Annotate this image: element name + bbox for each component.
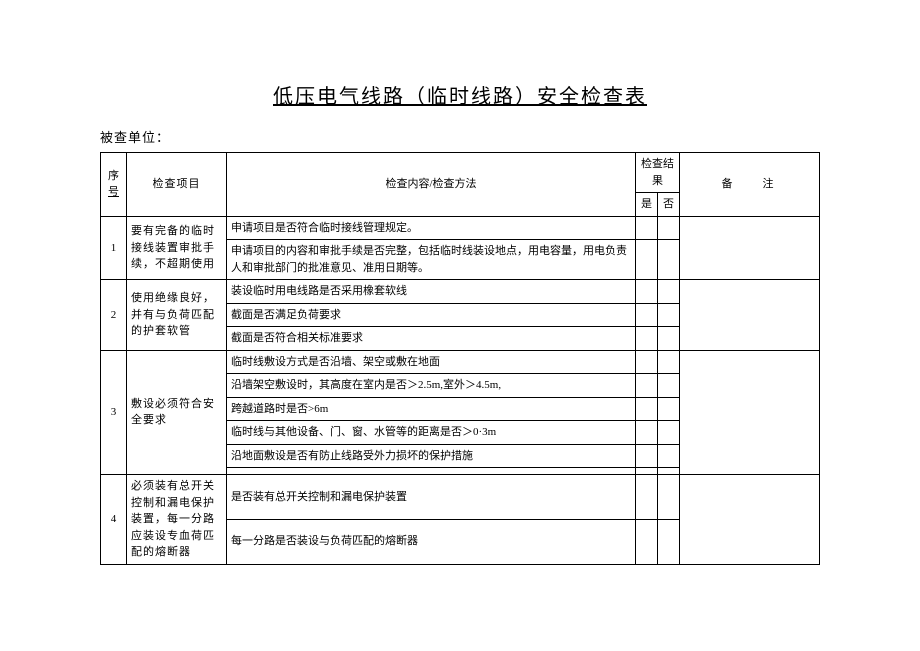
yes-cell <box>636 421 658 445</box>
document-title: 低压电气线路（临时线路）安全检查表 <box>100 80 820 109</box>
header-result: 检查结果 <box>636 153 680 193</box>
no-cell <box>658 421 680 445</box>
remark-cell <box>680 216 820 280</box>
yes-cell <box>636 444 658 468</box>
seq-cell: 2 <box>101 280 127 351</box>
header-seq: 序号 <box>101 153 127 217</box>
item-cell: 敷设必须符合安全要求 <box>127 350 227 475</box>
header-row-1: 序号 检查项目 检查内容/检查方法 检查结果 备注 <box>101 153 820 193</box>
yes-cell <box>636 240 658 280</box>
no-cell <box>658 327 680 351</box>
yes-cell <box>636 280 658 304</box>
table-row: 1 要有完备的临时接线装置审批手续，不超期使用 申请项目是否符合临时接线管理规定… <box>101 216 820 240</box>
no-cell <box>658 216 680 240</box>
remark-cell <box>680 350 820 475</box>
content-cell: 每一分路是否装设与负荷匹配的熔断器 <box>227 519 636 564</box>
no-cell <box>658 280 680 304</box>
yes-cell <box>636 475 658 520</box>
yes-cell <box>636 327 658 351</box>
seq-cell: 3 <box>101 350 127 475</box>
item-cell: 使用绝缘良好，并有与负荷匹配的护套软管 <box>127 280 227 351</box>
yes-cell <box>636 216 658 240</box>
yes-cell <box>636 519 658 564</box>
content-cell <box>227 468 636 475</box>
table-row: 4 必须装有总开关控制和漏电保护装置，每一分路应装设专血荷匹配的熔断器 是否装有… <box>101 475 820 520</box>
content-cell: 临时线与其他设备、门、窗、水管等的距离是否＞0·3m <box>227 421 636 445</box>
seq-cell: 4 <box>101 475 127 565</box>
header-remark: 备注 <box>680 153 820 217</box>
item-cell: 必须装有总开关控制和漏电保护装置，每一分路应装设专血荷匹配的熔断器 <box>127 475 227 565</box>
no-cell <box>658 468 680 475</box>
inspection-table: 序号 检查项目 检查内容/检查方法 检查结果 备注 是 否 1 要有完备的临时接… <box>100 152 820 565</box>
no-cell <box>658 303 680 327</box>
content-cell: 沿墙架空敷设时，其高度在室内是否＞2.5m,室外＞4.5m, <box>227 374 636 398</box>
no-cell <box>658 350 680 374</box>
header-item: 检查项目 <box>127 153 227 217</box>
no-cell <box>658 240 680 280</box>
no-cell <box>658 475 680 520</box>
content-cell: 截面是否符合相关标准要求 <box>227 327 636 351</box>
content-cell: 截面是否满足负荷要求 <box>227 303 636 327</box>
header-content: 检查内容/检查方法 <box>227 153 636 217</box>
no-cell <box>658 444 680 468</box>
content-cell: 跨越道路时是否>6m <box>227 397 636 421</box>
remark-cell <box>680 475 820 565</box>
no-cell <box>658 374 680 398</box>
content-cell: 申请项目是否符合临时接线管理规定。 <box>227 216 636 240</box>
header-no: 否 <box>658 193 680 217</box>
remark-cell <box>680 280 820 351</box>
subtitle-unit: 被查单位： <box>100 127 820 146</box>
content-cell: 沿地面敷设是否有防止线路受外力损坏的保护措施 <box>227 444 636 468</box>
table-row: 3 敷设必须符合安全要求 临时线敷设方式是否沿墙、架空或敷在地面 <box>101 350 820 374</box>
yes-cell <box>636 303 658 327</box>
seq-cell: 1 <box>101 216 127 280</box>
header-yes: 是 <box>636 193 658 217</box>
content-cell: 是否装有总开关控制和漏电保护装置 <box>227 475 636 520</box>
yes-cell <box>636 468 658 475</box>
yes-cell <box>636 374 658 398</box>
content-cell: 申请项目的内容和审批手续是否完整，包括临时线装设地点，用电容量，用电负责人和审批… <box>227 240 636 280</box>
content-cell: 装设临时用电线路是否采用橡套软线 <box>227 280 636 304</box>
no-cell <box>658 519 680 564</box>
item-cell: 要有完备的临时接线装置审批手续，不超期使用 <box>127 216 227 280</box>
yes-cell <box>636 397 658 421</box>
no-cell <box>658 397 680 421</box>
content-cell: 临时线敷设方式是否沿墙、架空或敷在地面 <box>227 350 636 374</box>
yes-cell <box>636 350 658 374</box>
table-row: 2 使用绝缘良好，并有与负荷匹配的护套软管 装设临时用电线路是否采用橡套软线 <box>101 280 820 304</box>
